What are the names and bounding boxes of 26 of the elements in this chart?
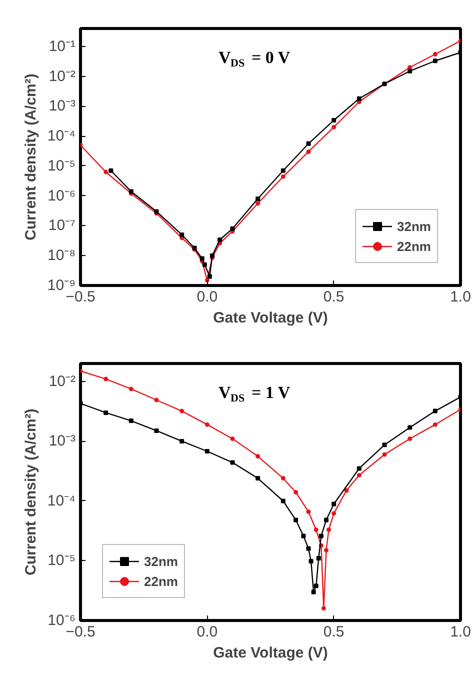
y-tick-label: 10⁻³ xyxy=(48,98,76,115)
y-tick-label: 10⁻⁷ xyxy=(48,217,76,234)
y-axis-title: Current density (A/cm²) xyxy=(22,74,40,240)
y-axis-title: Current density (A/cm²) xyxy=(22,408,40,576)
y-tick-label: 10⁻⁴ xyxy=(47,128,76,145)
x-tick-label: 1.0 xyxy=(450,288,471,306)
y-tick-label: 10⁻³ xyxy=(48,432,76,450)
legend-label: 32nm xyxy=(397,218,431,234)
x-tick-label: 0.5 xyxy=(323,624,344,640)
y-tick-label: 10⁻⁴ xyxy=(47,492,76,510)
x-tick-label: 0.0 xyxy=(196,624,218,640)
legend-label: 22nm xyxy=(144,574,178,588)
y-tick-label: 10⁻¹ xyxy=(48,38,76,55)
x-tick-label: 0.0 xyxy=(196,288,218,306)
y-tick-label: 10⁻² xyxy=(48,372,76,390)
legend-label: 32nm xyxy=(144,554,178,568)
y-tick-label: 10⁻⁶ xyxy=(48,187,76,204)
y-tick-label: 10⁻² xyxy=(48,68,76,85)
legend-label: 22nm xyxy=(397,238,431,254)
x-axis-title: Gate Voltage (V) xyxy=(213,644,328,662)
y-tick-label: 10⁻⁵ xyxy=(48,552,76,570)
y-tick-label: 10⁻⁵ xyxy=(48,157,76,174)
y-tick-label: 10⁻⁸ xyxy=(47,247,76,264)
x-tick-label: 0.5 xyxy=(323,288,344,306)
x-tick-label: 1.0 xyxy=(450,624,471,640)
x-axis-title: Gate Voltage (V) xyxy=(213,310,328,326)
